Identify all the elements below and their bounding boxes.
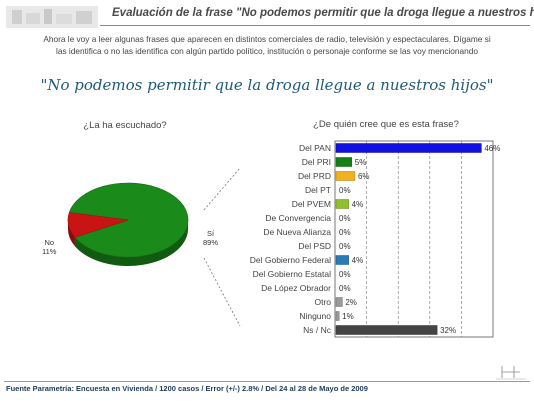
bar-value-label: 0%	[339, 228, 351, 237]
bar-category-label: Del PVEM	[292, 199, 331, 209]
pie-side-si	[74, 220, 188, 266]
bar-category-label: Del PRI	[302, 157, 331, 167]
bar-category-label: Del Gobierno Federal	[250, 255, 331, 265]
intro-line-1: Ahora le voy a leer algunas frases que a…	[43, 34, 491, 44]
bar	[335, 311, 340, 321]
pie-slice-no	[67, 212, 129, 238]
bar-category-label: Otro	[314, 297, 331, 307]
bar-value-label: 0%	[339, 270, 351, 279]
bar-value-label: 2%	[345, 298, 357, 307]
pie-label-si: Sí 89%	[203, 229, 218, 247]
bar-value-label: 5%	[355, 158, 367, 167]
bar	[335, 143, 482, 153]
pie-side-no	[68, 220, 75, 247]
pie-label-si-name: Sí	[206, 229, 215, 238]
bar	[335, 171, 356, 181]
bar-category-label: Ns / Nc	[303, 325, 332, 335]
intro-line-2: las identifica o no las identifica con a…	[55, 45, 478, 56]
bar-category-label: Del PT	[305, 185, 331, 195]
bar	[335, 199, 349, 209]
bar-value-label: 0%	[339, 242, 351, 251]
pie-label-no-name: No	[44, 238, 55, 247]
bar-value-label: 0%	[339, 186, 351, 195]
intro-text: Ahora le voy a leer algunas frases que a…	[30, 34, 504, 57]
header-divider	[100, 25, 530, 26]
pie-chart	[67, 182, 189, 266]
bar-value-label: 4%	[352, 200, 364, 209]
bar	[335, 157, 353, 167]
logo-top-left	[6, 6, 98, 28]
bar	[335, 297, 343, 307]
pie-chart-title: ¿La ha escuchado?	[83, 120, 167, 131]
bar-category-label: De Nueva Alianza	[263, 227, 331, 237]
pie-label-no-value: 11%	[42, 247, 57, 256]
bar	[335, 325, 438, 335]
bar-category-label: Del PSD	[298, 241, 331, 251]
bar-value-label: 46%	[484, 144, 500, 153]
bar-category-label: Ninguno	[299, 311, 331, 321]
bar-category-label: De Convergencia	[265, 213, 331, 223]
bar-value-label: 6%	[358, 172, 370, 181]
bar-value-label: 0%	[339, 214, 351, 223]
bar-category-label: Del PAN	[299, 143, 331, 153]
pie-label-si-value: 89%	[203, 238, 219, 247]
bar-value-label: 4%	[352, 256, 364, 265]
bar-chart: Del PAN 46% Del PRI 5% Del PRD 6% Del PT 0% Del …	[250, 140, 500, 338]
bar-category-label: Del PRD	[298, 171, 331, 181]
bar	[335, 255, 349, 265]
footer-divider	[4, 381, 530, 382]
logo-bottom-right	[496, 366, 526, 380]
bar-category-label: Del Gobierno Estatal	[253, 269, 332, 279]
bar-plot-area	[334, 140, 494, 338]
pie-slice-si	[68, 182, 189, 258]
bar-category-label: De López Obrador	[261, 283, 331, 293]
quote-phrase: "No podemos permitir que la droga llegue…	[40, 76, 494, 94]
bar-chart-title: ¿De quién cree que es esta frase?	[313, 119, 459, 130]
page-title: Evaluación de la frase "No podemos permi…	[112, 7, 534, 19]
bar-value-label: 1%	[342, 312, 354, 321]
footer-source: Fuente Parametría: Encuesta en Vivienda …	[6, 384, 368, 393]
bar-value-label: 0%	[339, 284, 351, 293]
bar-value-label: 32%	[440, 326, 456, 335]
pie-label-no: No 11%	[42, 238, 56, 256]
